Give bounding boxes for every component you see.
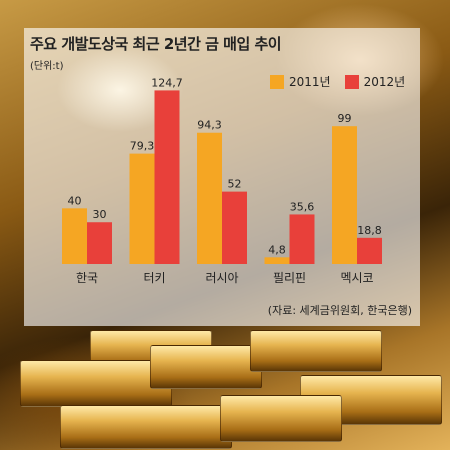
value-label: 79,3 xyxy=(130,140,155,153)
legend: 2011년 2012년 xyxy=(270,73,419,90)
value-label: 4,8 xyxy=(268,243,286,256)
category-label: 터키 xyxy=(143,271,165,285)
bar-러시아-2011년 xyxy=(197,132,222,264)
value-label: 52 xyxy=(228,178,242,191)
bar-멕시코-2012년 xyxy=(357,237,382,264)
legend-label-2011: 2011년 xyxy=(289,75,331,89)
bar-필리핀-2012년 xyxy=(289,214,315,264)
unit-label: (단위:t) xyxy=(30,61,64,72)
category-label: 멕시코 xyxy=(340,271,373,285)
legend-swatch-2011 xyxy=(270,74,284,89)
legend-item-2011: 2011년 xyxy=(270,73,331,90)
value-label: 94,3 xyxy=(197,119,222,132)
gold-ingot xyxy=(220,395,342,442)
gold-ingot xyxy=(150,345,262,389)
bar-한국-2012년 xyxy=(87,222,112,264)
bar-필리핀-2011년 xyxy=(264,257,290,264)
bar-터키-2011년 xyxy=(129,153,155,264)
gold-ingot xyxy=(250,330,382,372)
value-label: 30 xyxy=(93,208,107,221)
legend-label-2012: 2012년 xyxy=(363,75,406,89)
value-label: 124,7 xyxy=(151,76,183,89)
value-label: 18,8 xyxy=(357,224,382,237)
category-label: 러시아 xyxy=(205,271,238,285)
legend-item-2012: 2012년 xyxy=(344,73,406,90)
bar-러시아-2012년 xyxy=(222,191,247,264)
chart-title: 주요 개발도상국 최근 2년간 금 매입 추이 xyxy=(30,35,282,53)
bar-한국-2011년 xyxy=(62,208,87,264)
bar-터키-2012년 xyxy=(154,90,180,264)
legend-swatch-2012 xyxy=(344,74,359,89)
value-label: 40 xyxy=(68,194,82,207)
value-label: 35,6 xyxy=(290,200,315,213)
value-label: 99 xyxy=(338,112,352,125)
bar-멕시코-2011년 xyxy=(332,126,357,264)
gold-ingot xyxy=(60,405,232,449)
source-note: (자료: 세계금위원회, 한국은행) xyxy=(267,304,412,317)
category-label: 필리핀 xyxy=(273,271,306,285)
category-label: 한국 xyxy=(76,271,98,285)
